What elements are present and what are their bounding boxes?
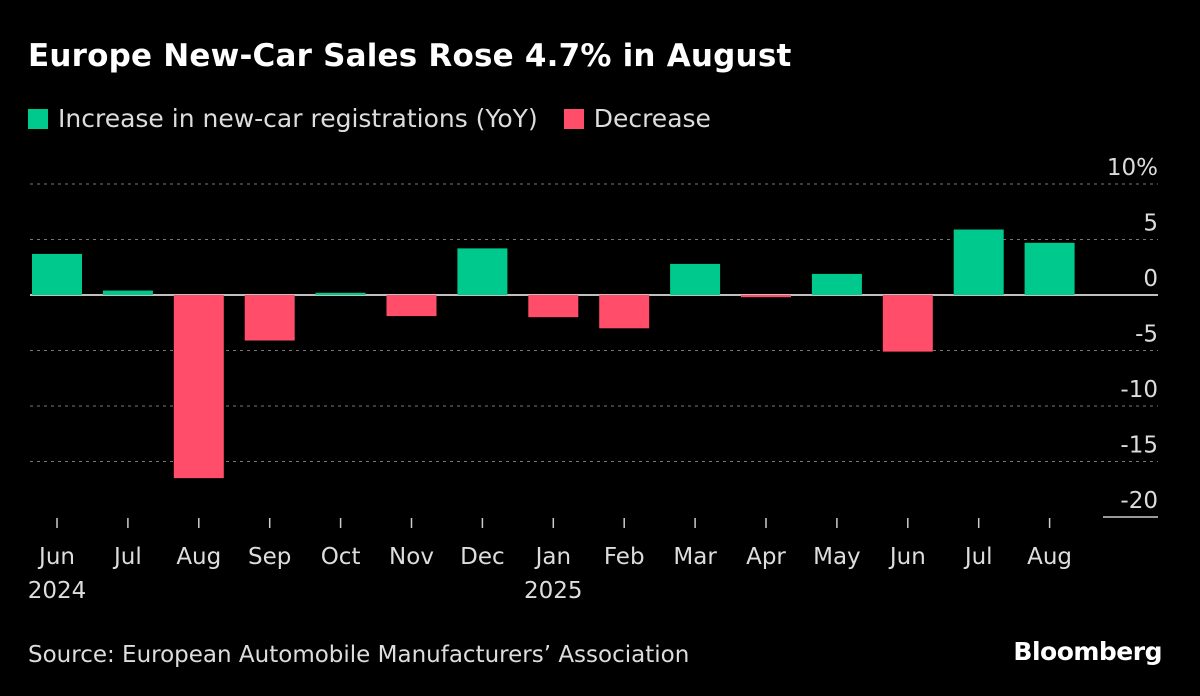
bar bbox=[670, 263, 721, 295]
legend-label-decrease: Decrease bbox=[593, 104, 711, 133]
x-tick-label: Jul bbox=[963, 544, 993, 570]
bar bbox=[102, 290, 153, 295]
x-tick-label: Sep bbox=[248, 544, 291, 570]
legend-swatch-decrease bbox=[563, 108, 584, 129]
x-tick-label: Aug bbox=[1027, 544, 1072, 570]
legend: Increase in new-car registrations (YoY) … bbox=[28, 104, 737, 133]
bar bbox=[32, 253, 82, 295]
y-tick-label: -20 bbox=[1120, 488, 1158, 514]
x-tick-label: Mar bbox=[673, 544, 717, 570]
x-tick-label: Dec bbox=[460, 544, 505, 570]
bar bbox=[244, 295, 295, 341]
x-tick-label: Oct bbox=[321, 544, 361, 570]
y-tick-label: -15 bbox=[1120, 433, 1158, 459]
bar bbox=[811, 273, 862, 295]
x-tick-label: Apr bbox=[746, 544, 786, 570]
bar bbox=[386, 295, 437, 317]
x-tick-label: May bbox=[813, 544, 861, 570]
legend-label-increase: Increase in new-car registrations (YoY) bbox=[58, 104, 538, 133]
bar bbox=[599, 295, 650, 329]
x-tick-label: Nov bbox=[389, 544, 434, 570]
x-tick-label: Feb bbox=[604, 544, 645, 570]
x-tick-label: Jun bbox=[37, 544, 75, 570]
bloomberg-logo: Bloomberg bbox=[1013, 637, 1162, 666]
bar bbox=[457, 248, 508, 295]
bar bbox=[953, 229, 1004, 295]
bar bbox=[741, 295, 791, 298]
bar bbox=[528, 295, 579, 318]
y-tick-label: -5 bbox=[1135, 322, 1158, 348]
legend-swatch-increase bbox=[28, 108, 48, 129]
x-year-label: 2025 bbox=[524, 578, 583, 604]
y-tick-label: 10% bbox=[1107, 155, 1158, 181]
bar bbox=[882, 295, 933, 352]
bar bbox=[315, 292, 366, 295]
x-tick-label: Jan bbox=[534, 544, 571, 570]
bar bbox=[1024, 242, 1075, 295]
source-note: Source: European Automobile Manufacturer… bbox=[28, 642, 690, 668]
y-tick-label: 5 bbox=[1143, 211, 1158, 237]
chart-title: Europe New-Car Sales Rose 4.7% in August bbox=[28, 38, 792, 74]
legend-item-increase: Increase in new-car registrations (YoY) bbox=[28, 104, 538, 133]
y-tick-label: 0 bbox=[1143, 266, 1158, 292]
legend-item-decrease: Decrease bbox=[563, 104, 711, 133]
x-tick-label: Aug bbox=[176, 544, 221, 570]
y-tick-label: -10 bbox=[1120, 377, 1158, 403]
x-year-label: 2024 bbox=[28, 578, 87, 604]
bar bbox=[173, 295, 224, 479]
x-tick-label: Jun bbox=[888, 544, 926, 570]
x-tick-label: Jul bbox=[112, 544, 142, 570]
